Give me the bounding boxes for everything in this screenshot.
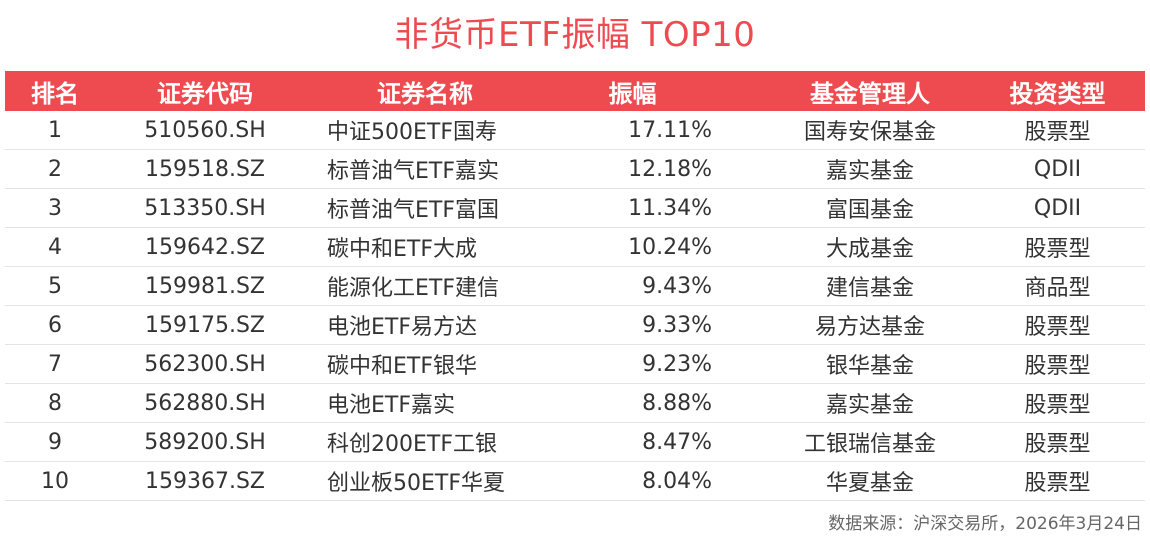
- cell-amplitude: 9.33%: [545, 305, 770, 345]
- cell-name: 碳中和ETF大成: [305, 227, 545, 267]
- header-amplitude: 振幅: [545, 71, 770, 111]
- cell-manager: 银华基金: [770, 344, 970, 384]
- cell-code: 513350.SH: [105, 188, 305, 228]
- cell-code: 589200.SH: [105, 422, 305, 462]
- cell-manager: 富国基金: [770, 188, 970, 228]
- table-row: 3 513350.SH 标普油气ETF富国 11.34% 富国基金 QDII: [5, 188, 1145, 228]
- cell-name: 标普油气ETF富国: [305, 188, 545, 228]
- cell-type: 股票型: [970, 383, 1145, 423]
- cell-name: 碳中和ETF银华: [305, 344, 545, 384]
- cell-rank: 1: [5, 111, 105, 150]
- cell-manager: 工银瑞信基金: [770, 422, 970, 462]
- cell-manager: 建信基金: [770, 266, 970, 306]
- cell-code: 562300.SH: [105, 344, 305, 384]
- table-row: 1 510560.SH 中证500ETF国寿 17.11% 国寿安保基金 股票型: [5, 111, 1145, 150]
- cell-code: 159367.SZ: [105, 461, 305, 501]
- cell-type: 股票型: [970, 305, 1145, 345]
- cell-name: 中证500ETF国寿: [305, 111, 545, 150]
- cell-amplitude: 11.34%: [545, 188, 770, 228]
- cell-rank: 2: [5, 149, 105, 189]
- cell-manager: 嘉实基金: [770, 383, 970, 423]
- cell-rank: 4: [5, 227, 105, 267]
- etf-amplitude-table: 排名 证券代码 证券名称 振幅 基金管理人 投资类型 1 510560.SH 中…: [5, 71, 1145, 501]
- header-type: 投资类型: [970, 71, 1145, 111]
- header-name: 证券名称: [305, 71, 545, 111]
- table-row: 8 562880.SH 电池ETF嘉实 8.88% 嘉实基金 股票型: [5, 383, 1145, 423]
- cell-type: 股票型: [970, 344, 1145, 384]
- cell-name: 科创200ETF工银: [305, 422, 545, 462]
- cell-code: 159518.SZ: [105, 149, 305, 189]
- cell-name: 创业板50ETF华夏: [305, 461, 545, 501]
- cell-amplitude: 9.43%: [545, 266, 770, 306]
- cell-amplitude: 9.23%: [545, 344, 770, 384]
- page-title: 非货币ETF振幅 TOP10: [394, 15, 756, 55]
- cell-manager: 大成基金: [770, 227, 970, 267]
- cell-rank: 3: [5, 188, 105, 228]
- cell-code: 159642.SZ: [105, 227, 305, 267]
- table-row: 2 159518.SZ 标普油气ETF嘉实 12.18% 嘉实基金 QDII: [5, 149, 1145, 189]
- cell-amplitude: 8.47%: [545, 422, 770, 462]
- cell-manager: 嘉实基金: [770, 149, 970, 189]
- cell-name: 标普油气ETF嘉实: [305, 149, 545, 189]
- cell-name: 电池ETF嘉实: [305, 383, 545, 423]
- data-source-note: 数据来源：沪深交易所，2026年3月24日: [828, 514, 1142, 534]
- table-row: 7 562300.SH 碳中和ETF银华 9.23% 银华基金 股票型: [5, 344, 1145, 384]
- cell-amplitude: 17.11%: [545, 111, 770, 150]
- cell-type: 股票型: [970, 111, 1145, 150]
- cell-amplitude: 10.24%: [545, 227, 770, 267]
- cell-code: 159175.SZ: [105, 305, 305, 345]
- cell-code: 159981.SZ: [105, 266, 305, 306]
- table-row: 5 159981.SZ 能源化工ETF建信 9.43% 建信基金 商品型: [5, 266, 1145, 306]
- cell-manager: 国寿安保基金: [770, 111, 970, 150]
- cell-amplitude: 8.04%: [545, 461, 770, 501]
- cell-rank: 10: [5, 461, 105, 501]
- cell-rank: 6: [5, 305, 105, 345]
- table-row: 10 159367.SZ 创业板50ETF华夏 8.04% 华夏基金 股票型: [5, 461, 1145, 501]
- cell-code: 562880.SH: [105, 383, 305, 423]
- header-code: 证券代码: [105, 71, 305, 111]
- cell-rank: 5: [5, 266, 105, 306]
- cell-amplitude: 12.18%: [545, 149, 770, 189]
- cell-manager: 华夏基金: [770, 461, 970, 501]
- cell-rank: 8: [5, 383, 105, 423]
- table-row: 4 159642.SZ 碳中和ETF大成 10.24% 大成基金 股票型: [5, 227, 1145, 267]
- table-row: 9 589200.SH 科创200ETF工银 8.47% 工银瑞信基金 股票型: [5, 422, 1145, 462]
- cell-type: 股票型: [970, 227, 1145, 267]
- cell-name: 电池ETF易方达: [305, 305, 545, 345]
- cell-type: QDII: [970, 188, 1145, 228]
- cell-type: 股票型: [970, 461, 1145, 501]
- cell-code: 510560.SH: [105, 111, 305, 150]
- cell-manager: 易方达基金: [770, 305, 970, 345]
- cell-rank: 7: [5, 344, 105, 384]
- cell-type: 股票型: [970, 422, 1145, 462]
- cell-name: 能源化工ETF建信: [305, 266, 545, 306]
- cell-rank: 9: [5, 422, 105, 462]
- header-rank: 排名: [5, 71, 105, 111]
- table-header-row: 排名 证券代码 证券名称 振幅 基金管理人 投资类型: [5, 71, 1145, 111]
- cell-amplitude: 8.88%: [545, 383, 770, 423]
- table-body: 1 510560.SH 中证500ETF国寿 17.11% 国寿安保基金 股票型…: [5, 111, 1145, 501]
- table-row: 6 159175.SZ 电池ETF易方达 9.33% 易方达基金 股票型: [5, 305, 1145, 345]
- cell-type: QDII: [970, 149, 1145, 189]
- cell-type: 商品型: [970, 266, 1145, 306]
- header-manager: 基金管理人: [770, 71, 970, 111]
